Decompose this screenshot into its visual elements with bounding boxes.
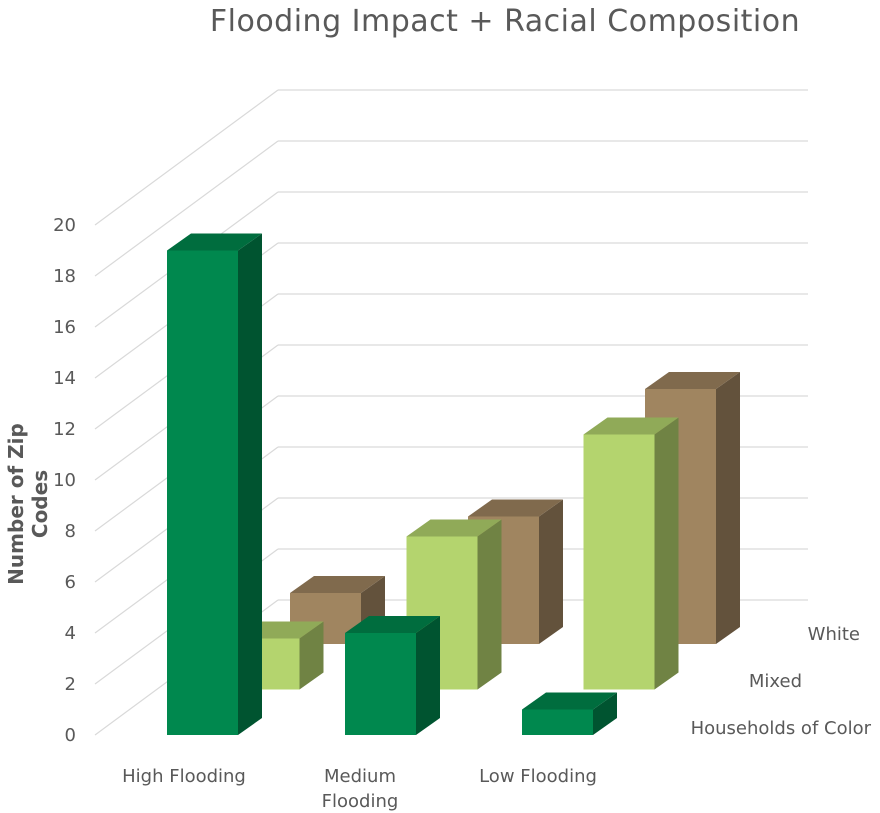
bar-side xyxy=(716,372,740,644)
bar xyxy=(167,250,238,735)
gridline-diagonal xyxy=(94,89,279,226)
chart-title: Flooding Impact + Racial Composition xyxy=(209,4,801,39)
y-tick-label: 18 xyxy=(53,266,76,287)
bar-top xyxy=(167,233,262,251)
y-tick-label: 2 xyxy=(65,674,76,695)
x-tick-label: Flooding xyxy=(322,791,399,812)
series-label: Households of Color xyxy=(691,718,872,739)
y-tick-label: 8 xyxy=(65,521,76,542)
bar xyxy=(345,633,416,735)
bar-side xyxy=(238,233,262,735)
gridline-diagonal xyxy=(94,140,279,277)
y-tick-label: 14 xyxy=(53,368,76,389)
y-tick-label: 4 xyxy=(65,623,76,644)
bar xyxy=(522,709,593,735)
y-tick-label: 10 xyxy=(53,470,76,491)
series-label: Mixed xyxy=(749,671,802,692)
bar-side xyxy=(299,621,324,690)
series-label: White xyxy=(808,624,860,645)
bar-top xyxy=(468,499,563,517)
bar-top xyxy=(406,519,502,537)
bar-side xyxy=(654,417,679,690)
y-tick-label: 6 xyxy=(65,572,76,593)
bar-side xyxy=(593,692,617,735)
bar-side xyxy=(416,616,440,735)
x-tick-label: Medium xyxy=(324,766,396,787)
bar-side xyxy=(477,519,502,690)
bar xyxy=(583,434,655,690)
bar-top xyxy=(645,372,740,389)
bar-top xyxy=(290,576,385,593)
bar-top xyxy=(583,417,679,435)
y-tick-label: 12 xyxy=(53,419,76,440)
x-tick-label: Low Flooding xyxy=(479,766,597,787)
bar-top xyxy=(345,616,440,633)
y-tick-label: 20 xyxy=(53,215,76,236)
bar-top xyxy=(522,692,617,710)
x-tick-label: High Flooding xyxy=(122,766,246,787)
y-tick-label: 16 xyxy=(53,317,76,338)
y-tick-label: 0 xyxy=(65,725,76,746)
bar-side xyxy=(539,499,563,644)
